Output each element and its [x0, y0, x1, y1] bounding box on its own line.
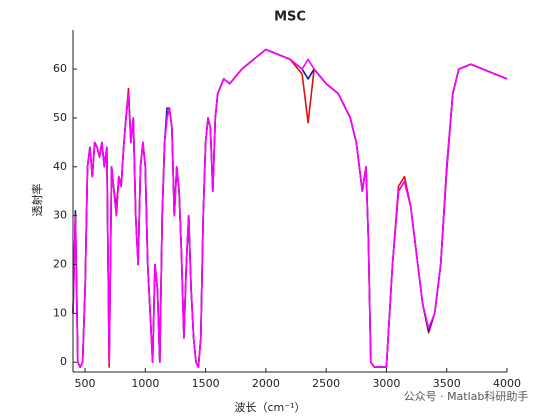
x-tick-label: 500	[75, 377, 96, 390]
y-tick-label: 30	[53, 209, 67, 222]
y-tick-label: 20	[53, 258, 67, 271]
spectrum-line	[72, 48, 508, 368]
y-tick-label: 40	[53, 160, 67, 173]
x-tick-label: 3000	[372, 377, 400, 390]
y-tick-label: 60	[53, 62, 67, 75]
x-tick-label: 4000	[493, 377, 521, 390]
watermark: 公众号 · Matlab科研助手	[404, 389, 529, 403]
chart-title: MSC	[274, 10, 306, 25]
x-axis-label: 波长（cm⁻¹）	[235, 401, 306, 414]
y-axis-label: 透射率	[30, 184, 44, 217]
x-tick-label: 2500	[312, 377, 340, 390]
spectrum-line	[72, 48, 508, 368]
y-tick-label: 10	[53, 306, 67, 319]
y-tick-label: 50	[53, 111, 67, 124]
x-tick-label: 1000	[131, 377, 159, 390]
x-tick-label: 1500	[192, 377, 220, 390]
spectrum-line	[72, 48, 508, 368]
y-tick-label: 0	[60, 355, 67, 368]
x-tick-label: 3500	[433, 377, 461, 390]
x-tick-label: 2000	[252, 377, 280, 390]
